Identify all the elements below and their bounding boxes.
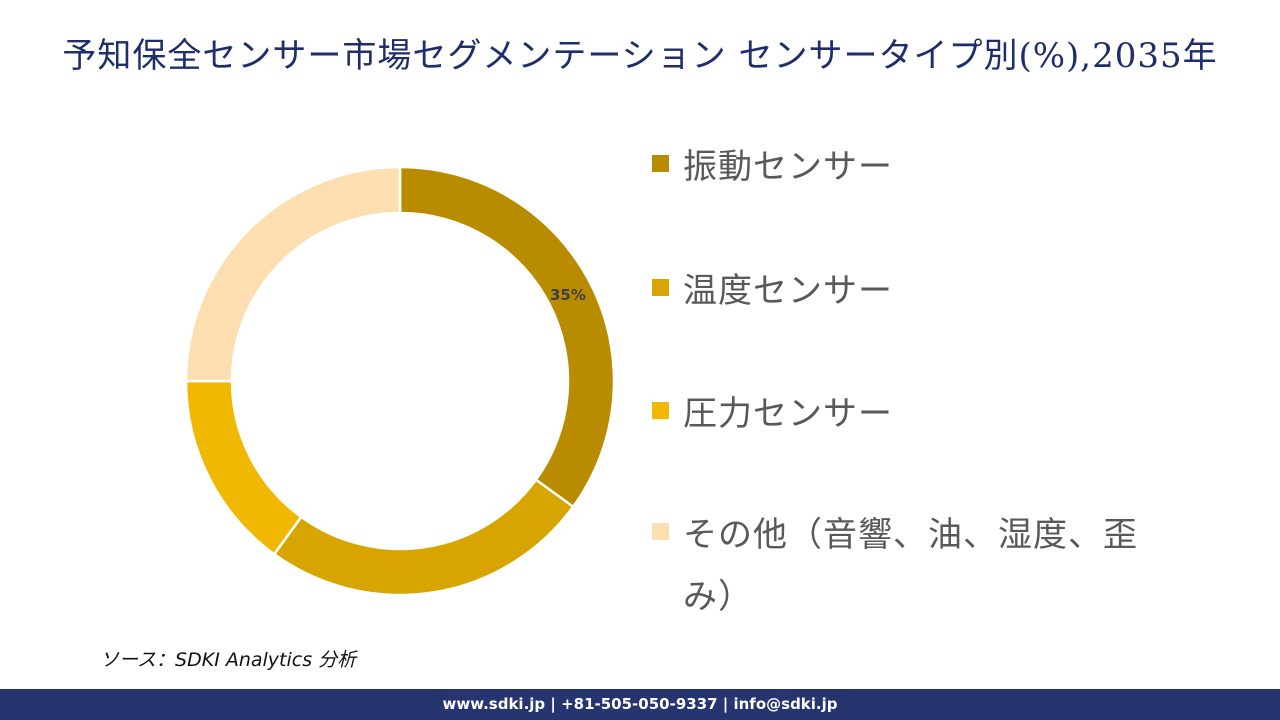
donut-chart-svg [184,165,616,597]
legend-swatch-icon [652,402,669,419]
legend-item-vibration: 振動センサー [652,136,1163,198]
legend-swatch-icon [652,279,669,296]
legend-item-temperature: 温度センサー [652,260,1163,322]
donut-slice [184,379,303,556]
donut-chart: 35% [170,150,630,610]
legend-label: その他（音響、油、湿度、歪み） [683,515,1138,617]
legend-swatch-icon [652,523,669,540]
legend-label: 圧力センサー [683,394,893,434]
footer-contact[interactable]: www.sdki.jp | +81-505-050-9337 | info@sd… [442,695,838,713]
legend-item-others: その他（音響、油、湿度、歪み） [652,504,1163,628]
source-note: ソース：SDKI Analytics 分析 [100,649,357,671]
chart-title: 予知保全センサー市場セグメンテーション センサータイプ別(%),2035年 [62,36,1218,76]
data-label-vibration: 35% [550,286,586,304]
legend-swatch-icon [652,155,669,172]
legend-label: 振動センサー [683,147,893,187]
donut-slice [398,165,616,509]
footer-bar: www.sdki.jp | +81-505-050-9337 | info@sd… [0,689,1280,720]
donut-slices [184,165,616,597]
donut-slice [272,478,575,597]
donut-slice [184,165,402,383]
legend-label: 温度センサー [683,271,893,311]
legend-item-pressure: 圧力センサー [652,383,1163,445]
